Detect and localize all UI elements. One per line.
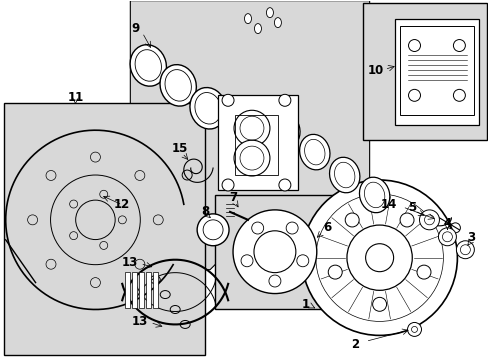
Polygon shape (130, 1, 369, 270)
Circle shape (345, 213, 358, 227)
Text: 13: 13 (132, 315, 148, 328)
Text: 8: 8 (201, 205, 209, 219)
Text: 13: 13 (122, 256, 138, 269)
Ellipse shape (359, 177, 389, 213)
Bar (139, 272, 144, 307)
Text: 11: 11 (67, 91, 83, 104)
Ellipse shape (269, 112, 300, 148)
Ellipse shape (299, 134, 329, 170)
Circle shape (234, 140, 269, 176)
Circle shape (222, 94, 234, 106)
Ellipse shape (160, 65, 196, 106)
Text: 14: 14 (379, 198, 396, 211)
Bar (125, 272, 130, 307)
Text: 4: 4 (443, 217, 450, 230)
Text: 9: 9 (131, 22, 139, 35)
Circle shape (372, 297, 386, 311)
Ellipse shape (130, 45, 166, 86)
Circle shape (301, 180, 456, 336)
Circle shape (365, 244, 393, 272)
Ellipse shape (244, 14, 251, 24)
Bar (394, 19, 478, 125)
Text: 2: 2 (351, 338, 359, 351)
Text: 3: 3 (467, 231, 474, 244)
Text: 10: 10 (366, 64, 383, 77)
Circle shape (346, 225, 411, 290)
Bar (362, 3, 487, 140)
Circle shape (416, 265, 430, 279)
Circle shape (234, 110, 269, 146)
Circle shape (327, 265, 342, 279)
Circle shape (407, 323, 421, 336)
Text: 15: 15 (172, 141, 188, 155)
Bar (132, 272, 137, 307)
Text: 1: 1 (301, 298, 309, 311)
Text: 7: 7 (228, 192, 237, 204)
Ellipse shape (254, 24, 261, 33)
Bar (399, 26, 473, 115)
Text: 6: 6 (323, 221, 331, 234)
Ellipse shape (266, 8, 273, 18)
Bar (153, 272, 158, 307)
Ellipse shape (220, 112, 256, 153)
Circle shape (399, 213, 413, 227)
Circle shape (197, 214, 228, 246)
Bar (215, 195, 334, 310)
Bar (4, 103, 204, 355)
Ellipse shape (274, 18, 281, 28)
Text: 5: 5 (407, 201, 416, 215)
Bar (218, 95, 297, 190)
Circle shape (419, 210, 439, 230)
Circle shape (222, 179, 234, 191)
Circle shape (233, 210, 316, 293)
Circle shape (278, 94, 290, 106)
Ellipse shape (189, 87, 226, 129)
Circle shape (455, 241, 473, 259)
Circle shape (438, 228, 455, 246)
Circle shape (278, 179, 290, 191)
Text: 12: 12 (114, 198, 130, 211)
Bar (235, 115, 277, 175)
Bar (146, 272, 151, 307)
Ellipse shape (329, 157, 359, 193)
